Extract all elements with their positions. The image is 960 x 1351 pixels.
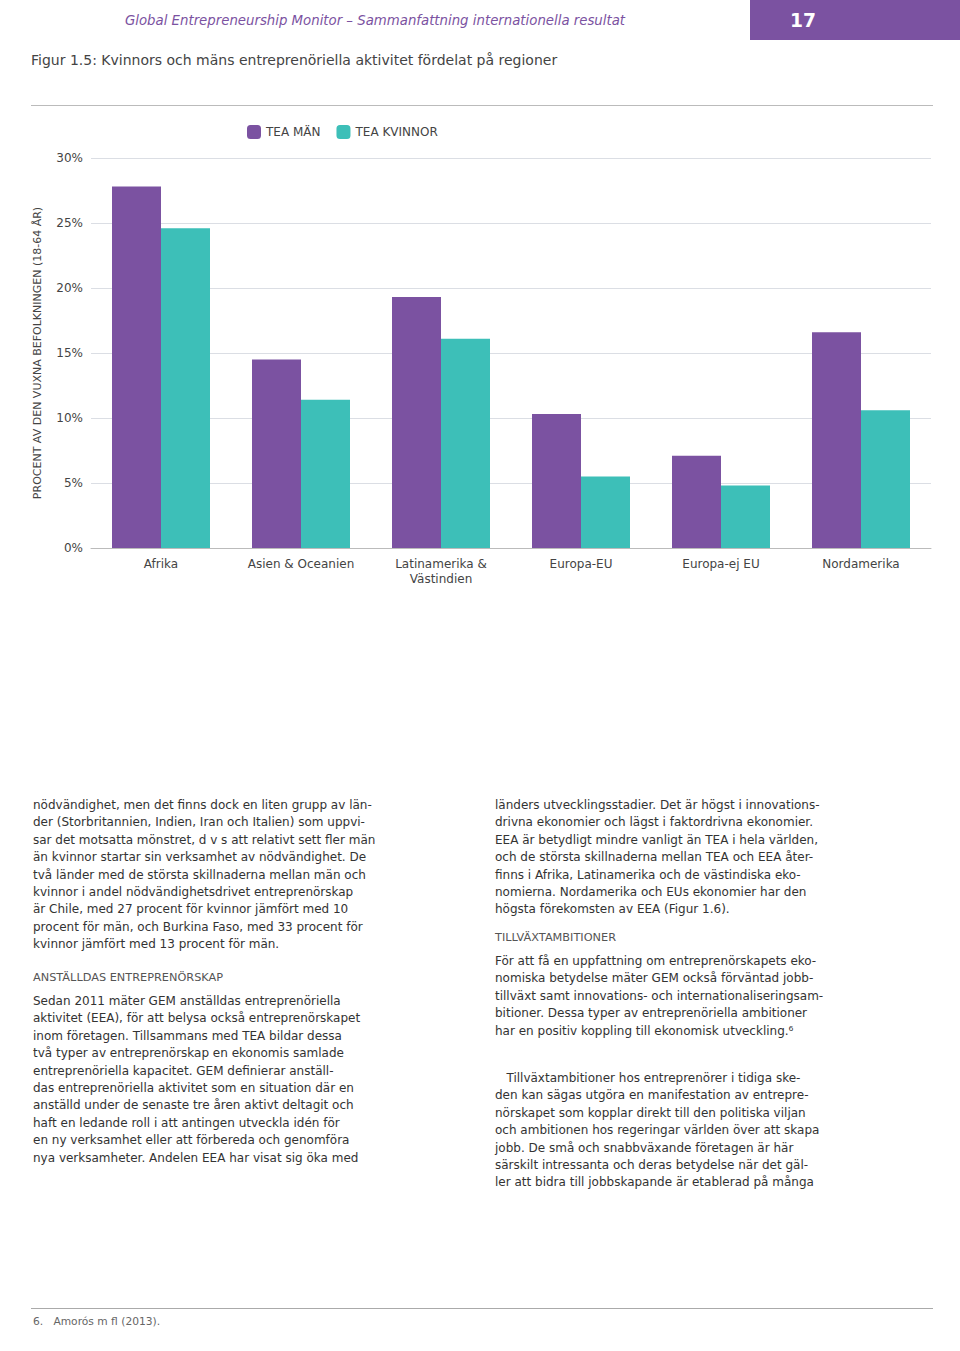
html-text:nödvändighet, men det finns do: nödvändighet, men det finns dock en lite…: [33, 798, 376, 952]
svg-text:25%: 25%: [56, 216, 83, 230]
svg-text:Latinamerika &: Latinamerika &: [395, 557, 487, 571]
html-text:TILLVÄXTAMBITIONER: TILLVÄXTAMBITIONER: [495, 931, 616, 944]
svg-text:Europa-EU: Europa-EU: [550, 557, 613, 571]
svg-text:Västindien: Västindien: [410, 572, 472, 586]
svg-text:15%: 15%: [56, 346, 83, 360]
html-text:17: 17: [790, 9, 816, 31]
html-text:länders utvecklingsstadier. De: länders utvecklingsstadier. Det är högst…: [495, 798, 820, 917]
html-text:Tillväxtambitioner hos entrepr: Tillväxtambitioner hos entreprenörer i t…: [495, 1071, 820, 1190]
svg-text:5%: 5%: [64, 476, 83, 490]
svg-text:Afrika: Afrika: [144, 557, 178, 571]
svg-text:TEA MÄN: TEA MÄN: [265, 124, 320, 139]
svg-text:20%: 20%: [56, 281, 83, 295]
svg-text:TEA KVINNOR: TEA KVINNOR: [354, 125, 437, 139]
svg-text:Europa-ej EU: Europa-ej EU: [682, 557, 759, 571]
svg-text:0%: 0%: [64, 541, 83, 555]
html-text:Global Entrepreneurship Monito: Global Entrepreneurship Monitor – Samman…: [125, 12, 625, 28]
svg-text:30%: 30%: [56, 151, 83, 165]
svg-text:Asien & Oceanien: Asien & Oceanien: [248, 557, 354, 571]
html-text:ANSTÄLLDAS ENTREPRENÖRSKAP: ANSTÄLLDAS ENTREPRENÖRSKAP: [33, 971, 224, 984]
svg-text:10%: 10%: [56, 411, 83, 425]
svg-text:PROCENT AV DEN VUXNA BEFOLKNIN: PROCENT AV DEN VUXNA BEFOLKNINGEN (18-64…: [31, 207, 44, 499]
svg-text:Nordamerika: Nordamerika: [822, 557, 899, 571]
html-text:Sedan 2011 mäter GEM anställda: Sedan 2011 mäter GEM anställdas entrepre…: [33, 994, 361, 1165]
html-text:6. Amorós m fl (2013).: 6. Amorós m fl (2013).: [33, 1315, 161, 1328]
html-text:Figur 1.5: Kvinnors och mäns e: Figur 1.5: Kvinnors och mäns entreprenör…: [31, 52, 558, 68]
html-text:För att få en uppfattning om e: För att få en uppfattning om entreprenör…: [495, 954, 824, 1038]
